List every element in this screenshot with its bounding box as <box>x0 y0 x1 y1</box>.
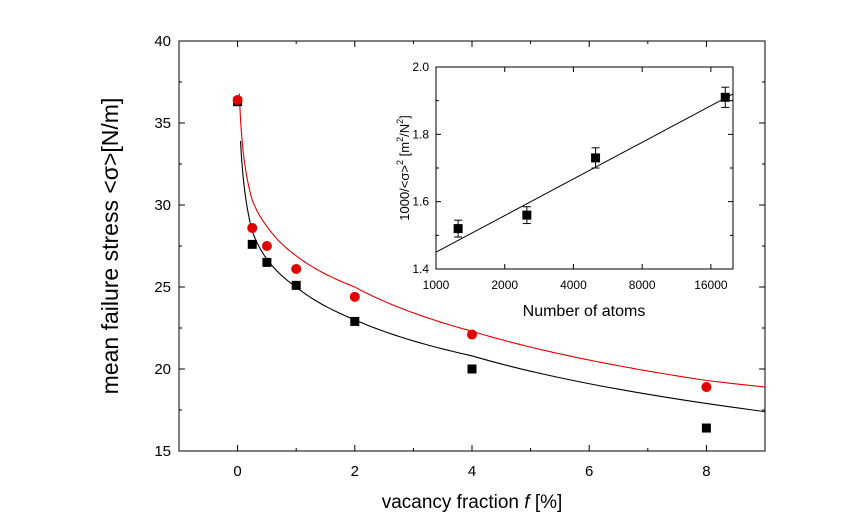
inset-y-tick-label: 1.4 <box>412 262 429 276</box>
inset-fit-line <box>435 93 734 253</box>
red-circle-point <box>467 329 477 340</box>
inset-data-points <box>453 86 730 238</box>
inset-square-point <box>453 224 463 234</box>
black-square-point <box>291 280 301 290</box>
inset-square-point <box>591 153 601 163</box>
black-square-point <box>467 364 477 374</box>
inset-x-tick-label: 2000 <box>491 278 518 292</box>
red-circle-point <box>291 263 302 274</box>
main-x-tick-label: 6 <box>585 463 593 480</box>
inset-square-point <box>522 210 532 220</box>
main-y-tick-label: 20 <box>154 361 171 378</box>
inset-y-axis-label: 1000/<σ>2 [m2/N2] <box>395 115 412 220</box>
inset-x-tick-label: 1000 <box>423 278 450 292</box>
red-circle-point <box>701 382 712 393</box>
main-fit-curves <box>238 93 766 413</box>
red-circle-point <box>232 95 243 106</box>
main-y-tick-label: 35 <box>154 115 171 132</box>
main-y-tick-label: 30 <box>154 197 171 214</box>
black-square-point <box>247 239 257 249</box>
inset-axes-ticks: 1000 2000 4000 8000 16000 1.4 1.6 1.8 2.0 <box>412 60 733 292</box>
main-x-tick-label: 0 <box>233 463 241 480</box>
black-square-point <box>262 257 272 267</box>
red-fit-curve <box>238 93 766 388</box>
black-square-point <box>701 423 711 433</box>
main-y-tick-label: 40 <box>154 33 171 50</box>
inset-fit-line-segment <box>435 93 734 253</box>
inset-x-tick-label: 16000 <box>694 278 728 292</box>
main-y-axis-label: mean failure stress <σ>[N/m] <box>97 98 123 395</box>
red-circle-point <box>349 291 360 302</box>
red-circle-point <box>247 222 258 233</box>
main-x-axis-label: vacancy fraction f [%] <box>382 492 563 513</box>
inset-y-tick-label: 1.8 <box>412 127 429 141</box>
black-square-point <box>350 316 360 326</box>
inset-x-tick-label: 4000 <box>560 278 587 292</box>
main-x-tick-label: 4 <box>468 463 476 480</box>
main-x-tick-label: 8 <box>702 463 710 480</box>
main-x-tick-label: 2 <box>351 463 359 480</box>
inset-background <box>436 67 733 269</box>
red-circle-point <box>261 241 272 251</box>
main-y-tick-label: 15 <box>154 443 171 460</box>
inset-y-tick-label: 1.6 <box>412 195 429 209</box>
inset-y-tick-label: 2.0 <box>412 60 429 74</box>
inset-x-tick-label: 8000 <box>629 278 656 292</box>
main-y-tick-label: 25 <box>154 279 171 296</box>
inset-x-axis-label: Number of atoms <box>523 303 646 320</box>
main-axes-ticks: 0 2 4 6 8 15 20 25 30 35 40 <box>154 33 766 480</box>
black-fit-curve <box>239 141 766 413</box>
main-data-points <box>232 95 712 433</box>
inset-square-point <box>720 92 730 102</box>
